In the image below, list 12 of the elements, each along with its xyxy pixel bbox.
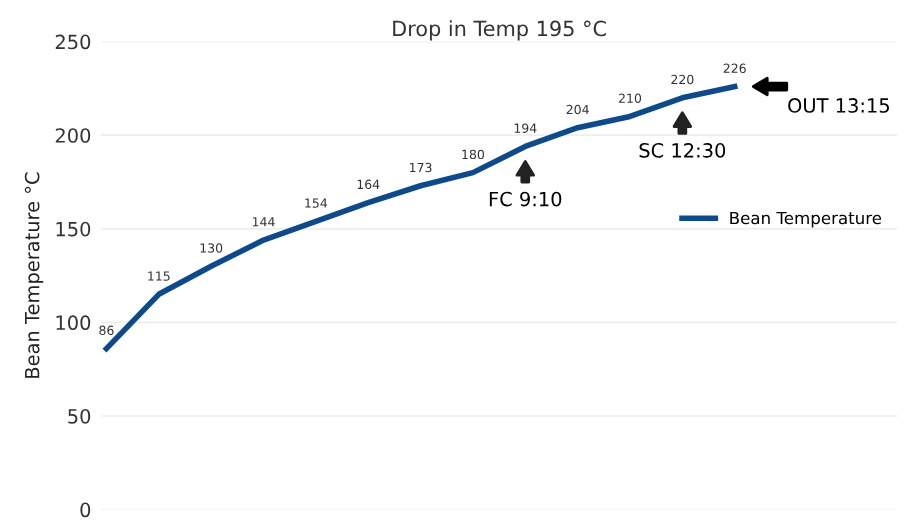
annotation: FC 9:10 [489,191,562,207]
y-tick-label: 250 [55,34,91,50]
y-axis-title: Bean Temperature °C [24,172,44,378]
y-tick-label: 100 [56,315,91,331]
annotation: SC 12:30 [639,143,726,158]
chart-title: Drop in Temp 195 °C [393,20,606,41]
y-tick-label: 0 [80,502,91,518]
text: OUT 13:15 [788,98,889,113]
y-tick-label: 150 [56,221,91,237]
legend-label: Bean Temperature [730,211,882,228]
y-tick-label: 200 [55,128,91,143]
y-tick-label: 50 [68,408,91,424]
